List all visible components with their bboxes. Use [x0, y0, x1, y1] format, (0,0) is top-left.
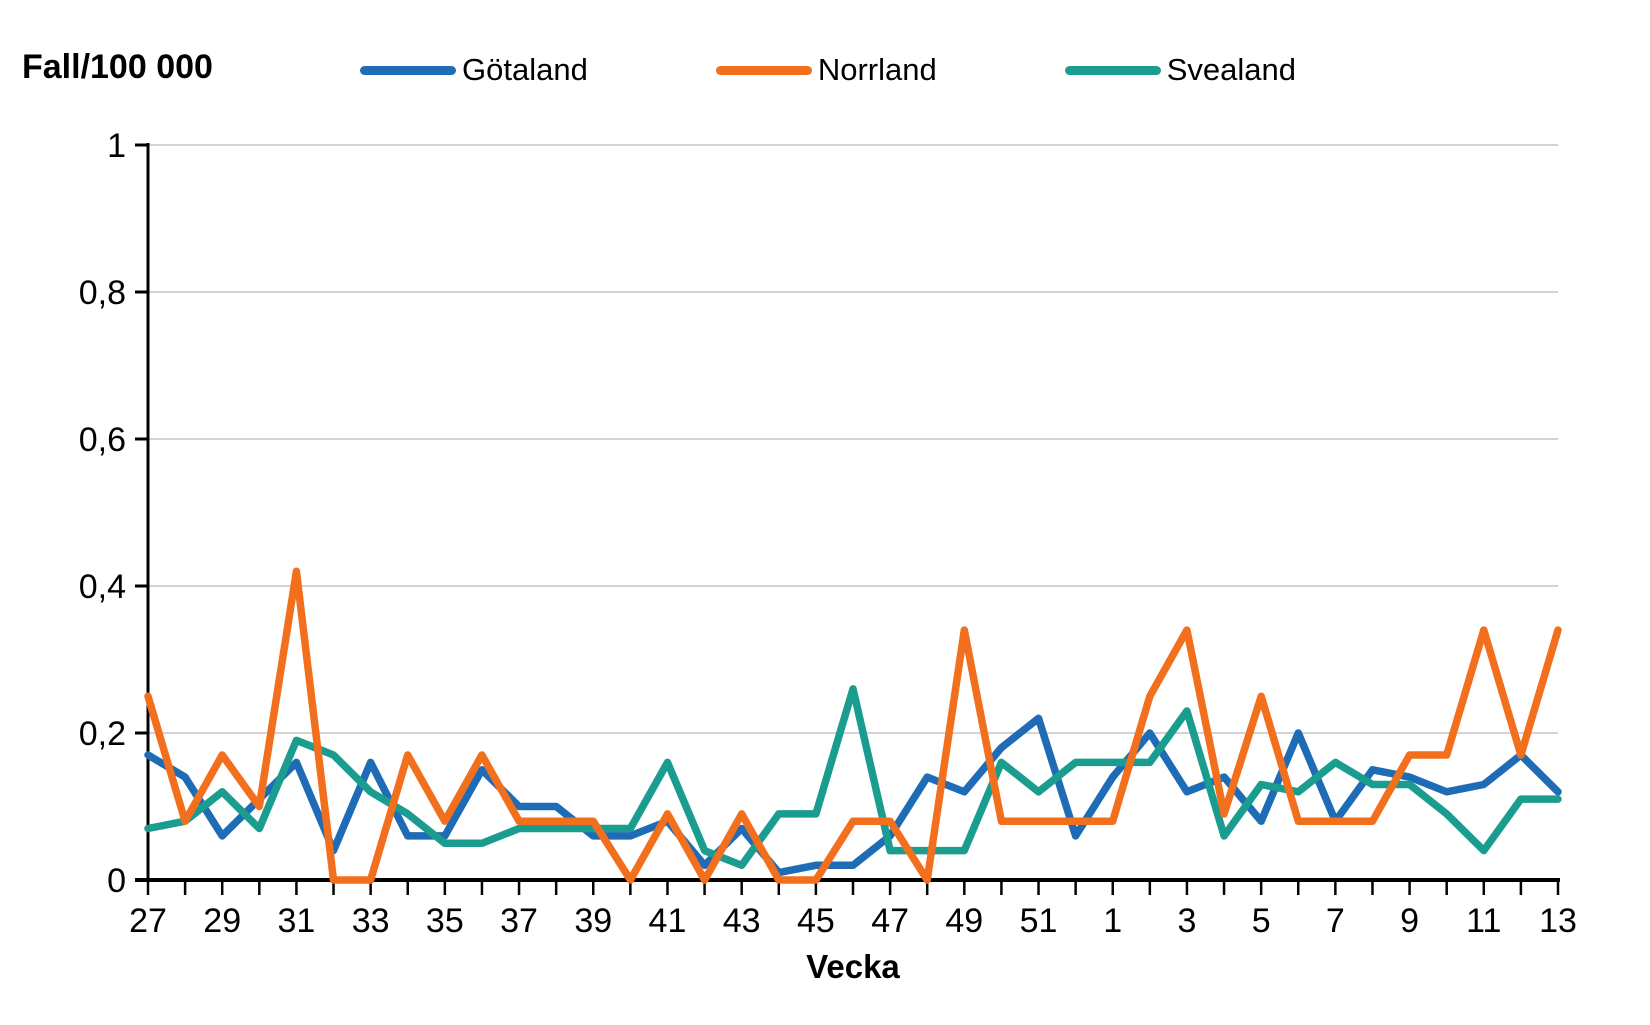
x-tick-label: 7 — [1326, 902, 1345, 940]
x-tick-label: 37 — [500, 902, 538, 940]
x-tick-label: 27 — [129, 902, 167, 940]
legend-item-svealand: Svealand — [1064, 52, 1296, 88]
series-line-norrland — [144, 567, 1562, 884]
legend-item-norrland: Norrland — [715, 52, 937, 88]
x-tick-label: 13 — [1539, 902, 1577, 940]
y-tick-label: 0,8 — [79, 274, 126, 312]
x-tick-label: 11 — [1466, 902, 1501, 940]
y-tick-label: 0,2 — [79, 715, 126, 753]
legend-label: Svealand — [1166, 52, 1296, 87]
legend-label: Norrland — [817, 52, 937, 87]
x-tick-label: 49 — [945, 902, 983, 940]
y-tick-label: 1 — [107, 127, 126, 165]
legend-label: Götaland — [462, 52, 588, 87]
x-tick-label: 29 — [203, 902, 241, 940]
x-axis-title: Vecka — [806, 948, 900, 985]
legend: Götaland Norrland Svealand — [360, 52, 1296, 88]
x-tick-label: 39 — [574, 902, 612, 940]
x-tick-label: 31 — [278, 902, 316, 940]
legend-line-swatch — [360, 65, 456, 75]
x-tick-label: 9 — [1400, 902, 1419, 940]
x-tick-label: 41 — [649, 902, 687, 940]
y-tick-label: 0,6 — [79, 421, 126, 459]
legend-line-swatch — [1064, 65, 1161, 75]
x-tick-label: 47 — [871, 902, 909, 940]
x-tick-label: 1 — [1103, 902, 1122, 940]
x-tick-label: 33 — [352, 902, 390, 940]
x-tick-label: 51 — [1020, 902, 1058, 940]
legend-item-götaland: Götaland — [360, 52, 588, 88]
y-tick-label: 0 — [107, 862, 126, 900]
legend-line-swatch — [715, 65, 812, 75]
series-line-götaland — [144, 714, 1562, 877]
x-tick-label: 5 — [1252, 902, 1271, 940]
series-line-svealand — [144, 685, 1562, 870]
x-tick-label: 35 — [426, 902, 464, 940]
x-tick-label: 45 — [797, 902, 835, 940]
y-tick-label: 0,4 — [79, 568, 126, 606]
x-tick-label: 43 — [723, 902, 761, 940]
y-axis-title: Fall/100 000 — [22, 48, 213, 86]
x-tick-label: 3 — [1177, 902, 1196, 940]
